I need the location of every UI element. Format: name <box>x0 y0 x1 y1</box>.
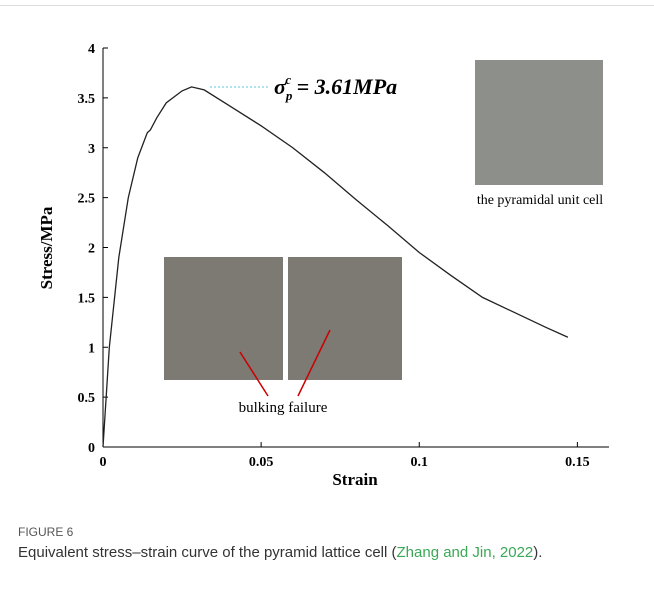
peak-annotation: σpc = 3.61MPa <box>274 72 397 103</box>
y-tick-label: 2.5 <box>78 192 96 207</box>
y-tick-label: 0.5 <box>78 391 96 406</box>
x-tick-label: 0.1 <box>411 455 429 470</box>
y-tick-label: 0 <box>88 441 95 456</box>
caption: Equivalent stress–strain curve of the py… <box>18 542 618 563</box>
caption-text: ). <box>533 544 542 561</box>
y-axis-label: Stress/MPa <box>37 206 56 289</box>
photo-unit-cell <box>475 60 603 185</box>
y-tick-label: 3 <box>88 142 95 157</box>
y-tick-label: 1 <box>88 341 95 356</box>
x-axis-label: Strain <box>332 470 378 489</box>
figure-label: FIGURE 6 <box>18 522 73 543</box>
chart: Strain Stress/MPa the pyramidal unit cel… <box>0 0 654 520</box>
photo-label: bulking failure <box>239 400 328 416</box>
y-tick-label: 2 <box>88 242 95 257</box>
x-tick-label: 0.05 <box>249 455 274 470</box>
photo-label: the pyramidal unit cell <box>477 193 603 208</box>
y-tick-label: 3.5 <box>78 92 96 107</box>
citation-link[interactable]: Zhang and Jin, 2022 <box>397 544 534 561</box>
y-tick-label: 1.5 <box>78 291 96 306</box>
caption-text: Equivalent stress–strain curve of the py… <box>18 544 397 561</box>
photo-failure-2 <box>288 257 402 380</box>
page: Strain Stress/MPa the pyramidal unit cel… <box>0 0 654 599</box>
y-tick-label: 4 <box>88 42 95 57</box>
x-tick-label: 0.15 <box>565 455 590 470</box>
photo-failure-1 <box>164 257 283 380</box>
x-tick-label: 0 <box>100 455 107 470</box>
